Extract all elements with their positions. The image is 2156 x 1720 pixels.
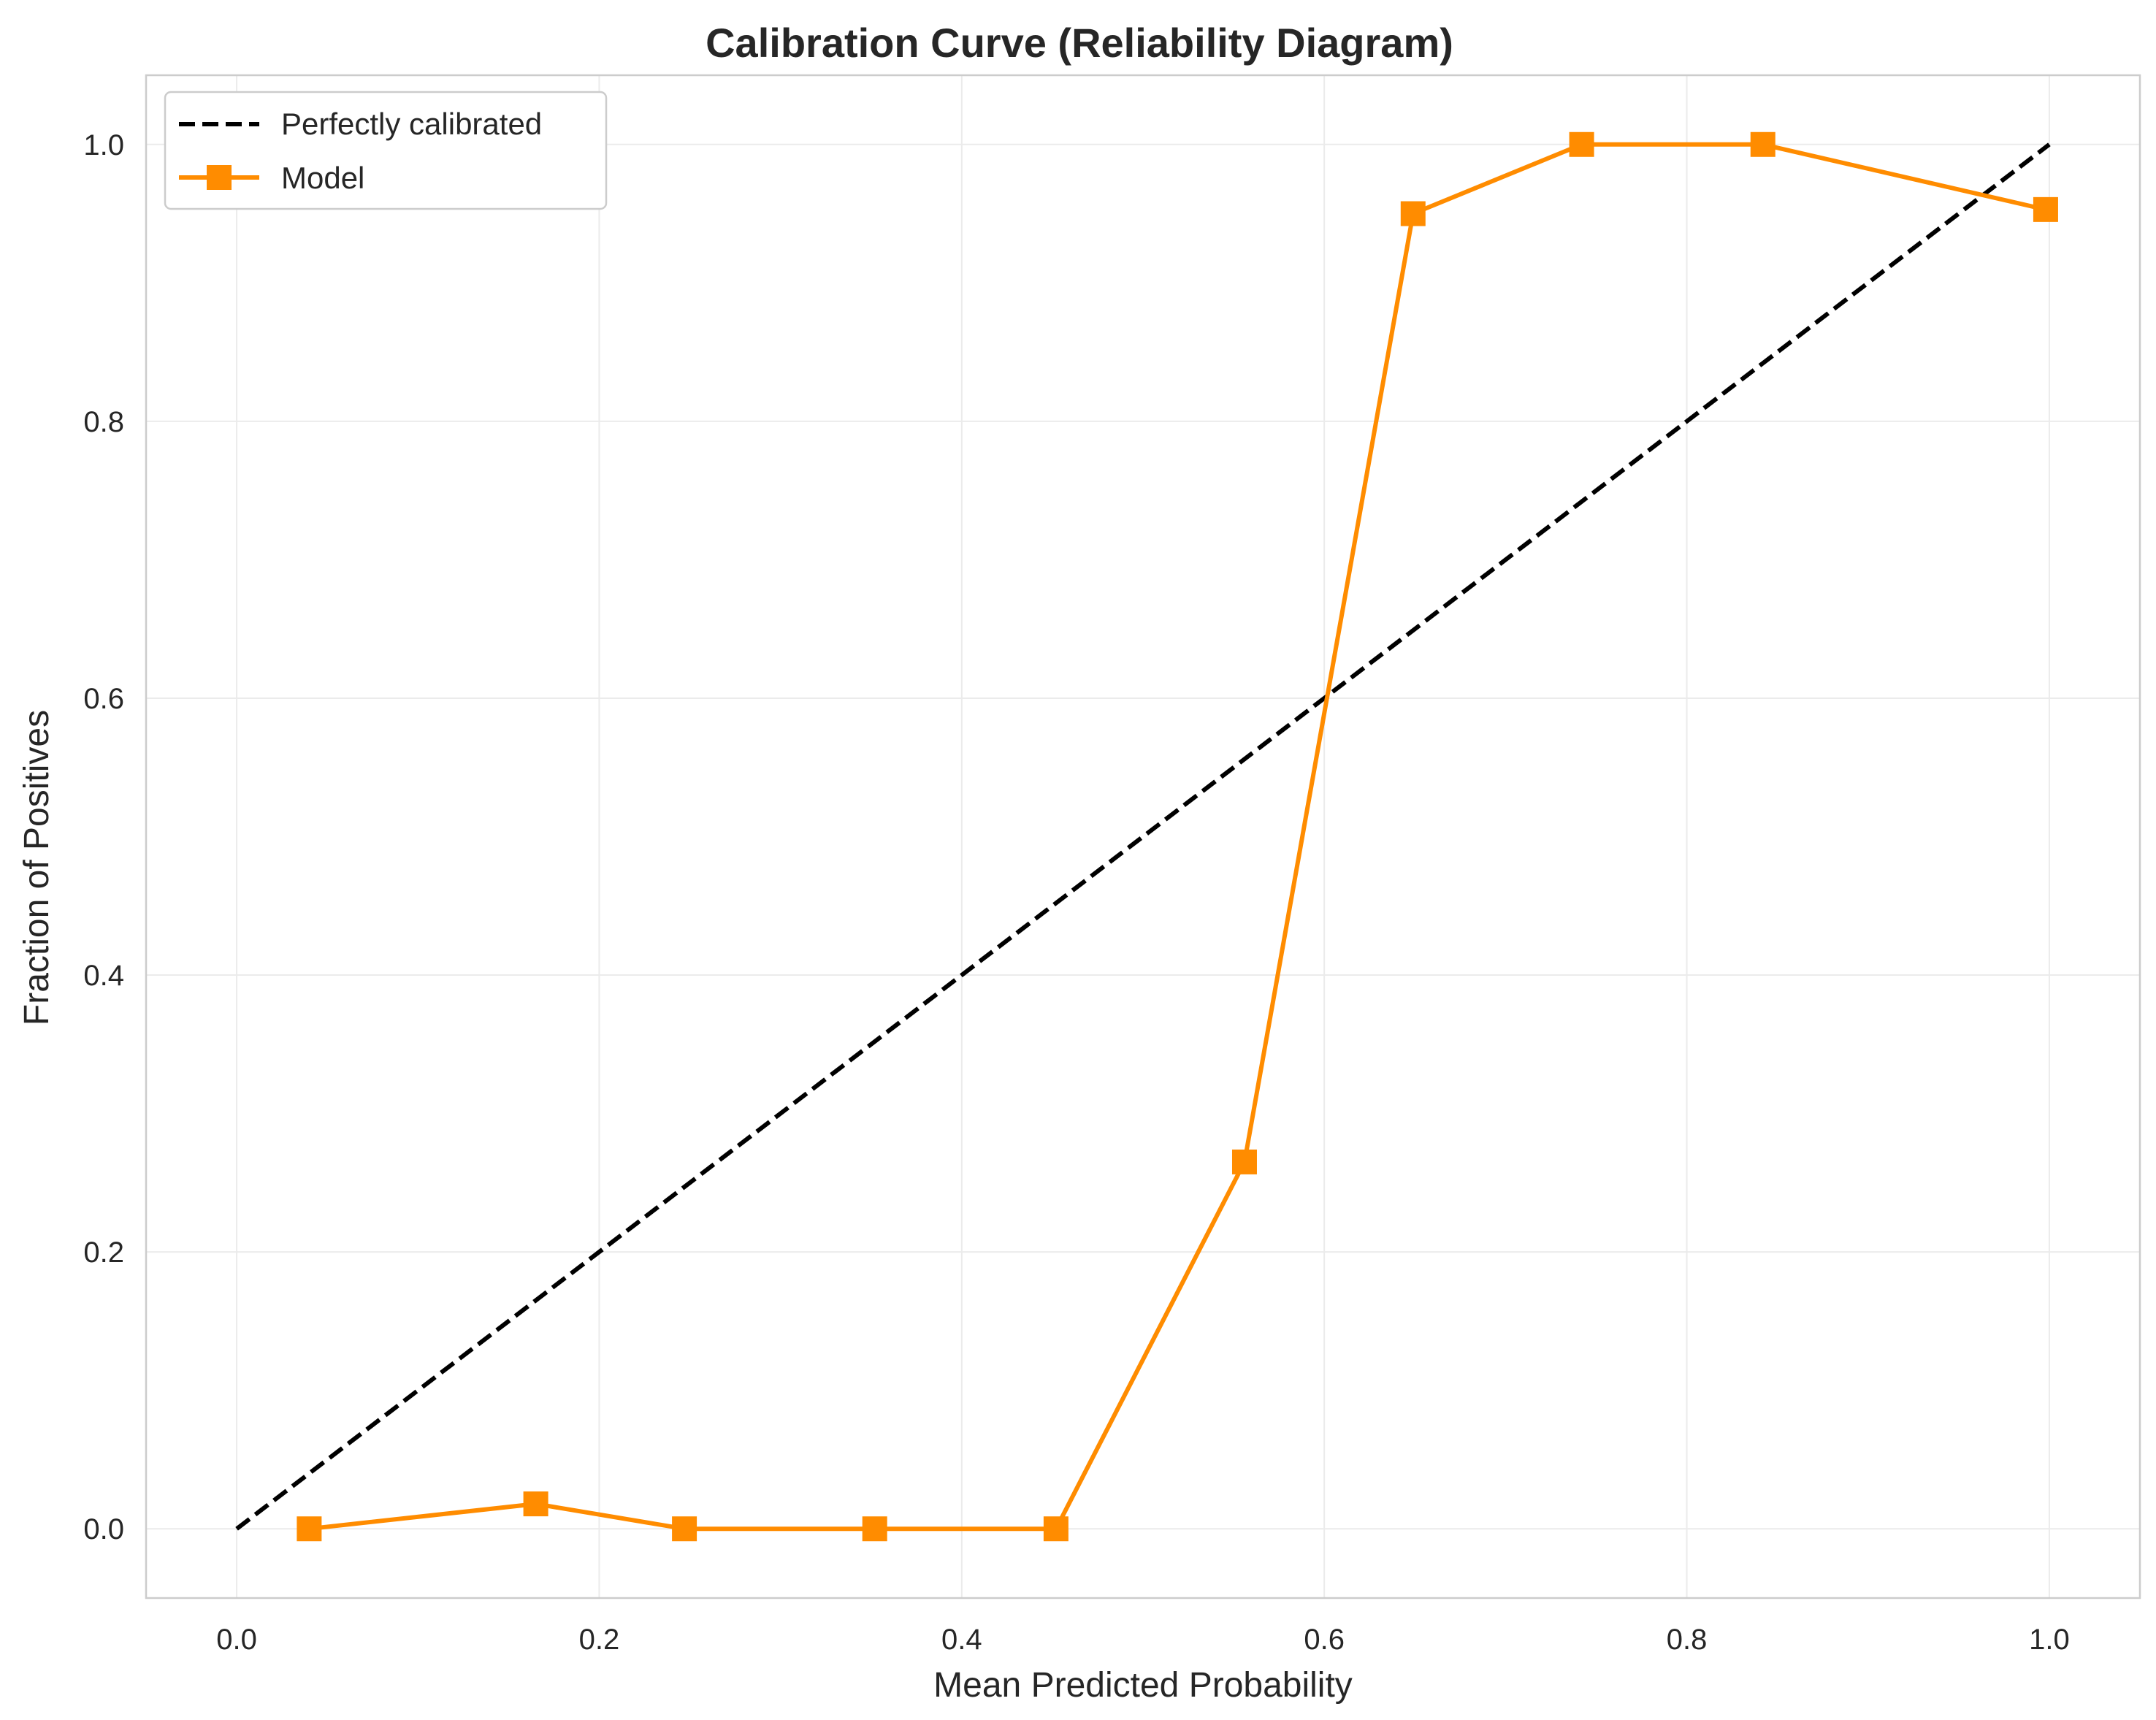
y-tick-label: 0.2 [83, 1237, 124, 1269]
data-point-model [523, 1491, 548, 1517]
data-point-model [862, 1516, 887, 1542]
data-point-model [297, 1516, 322, 1542]
legend: Perfectly calibrated Model [164, 91, 608, 210]
x-axis-label: Mean Predicted Probability [933, 1666, 1353, 1705]
series-line-model [309, 142, 2046, 1532]
x-tick-label: 0.8 [1667, 1624, 1708, 1656]
y-tick-label: 1.0 [83, 129, 124, 161]
y-tick-label: 0.8 [83, 406, 124, 438]
y-tick-label: 0.4 [83, 960, 124, 992]
x-tick-label: 0.6 [1304, 1624, 1345, 1656]
legend-box [164, 91, 608, 210]
legend-label-perfectly-calibrated: Perfectly calibrated [281, 107, 542, 141]
data-point-model [672, 1516, 697, 1542]
y-tick-label: 0.0 [83, 1513, 124, 1545]
x-tick-label: 1.0 [2029, 1624, 2070, 1656]
legend-swatch-model-marker [207, 165, 232, 190]
x-tick-label: 0.2 [579, 1624, 620, 1656]
x-tick-label: 0.0 [216, 1624, 257, 1656]
data-point-model [1750, 131, 1775, 157]
x-tick-label: 0.4 [941, 1624, 982, 1656]
data-point-model [1569, 131, 1594, 157]
grid-lines [146, 75, 2140, 1598]
tick-labels: 0.0 0.2 0.4 0.6 0.8 1.0 0.0 0.2 0.4 0.6 0.8 1.0 [83, 129, 2069, 1656]
y-axis-label: Fraction of Positives [18, 710, 56, 1025]
y-tick-label: 0.6 [83, 683, 124, 715]
chart-title: Calibration Curve (Reliability Diagram) [706, 20, 1453, 66]
data-point-model [1400, 201, 1426, 226]
data-point-model [2033, 196, 2058, 222]
series-line-perfectly-calibrated [235, 142, 2051, 1531]
plot-frame [145, 74, 2141, 1599]
series-layer [235, 131, 2058, 1542]
legend-label-model: Model [281, 161, 364, 195]
data-point-model [1043, 1516, 1069, 1542]
data-point-model [1231, 1149, 1257, 1174]
